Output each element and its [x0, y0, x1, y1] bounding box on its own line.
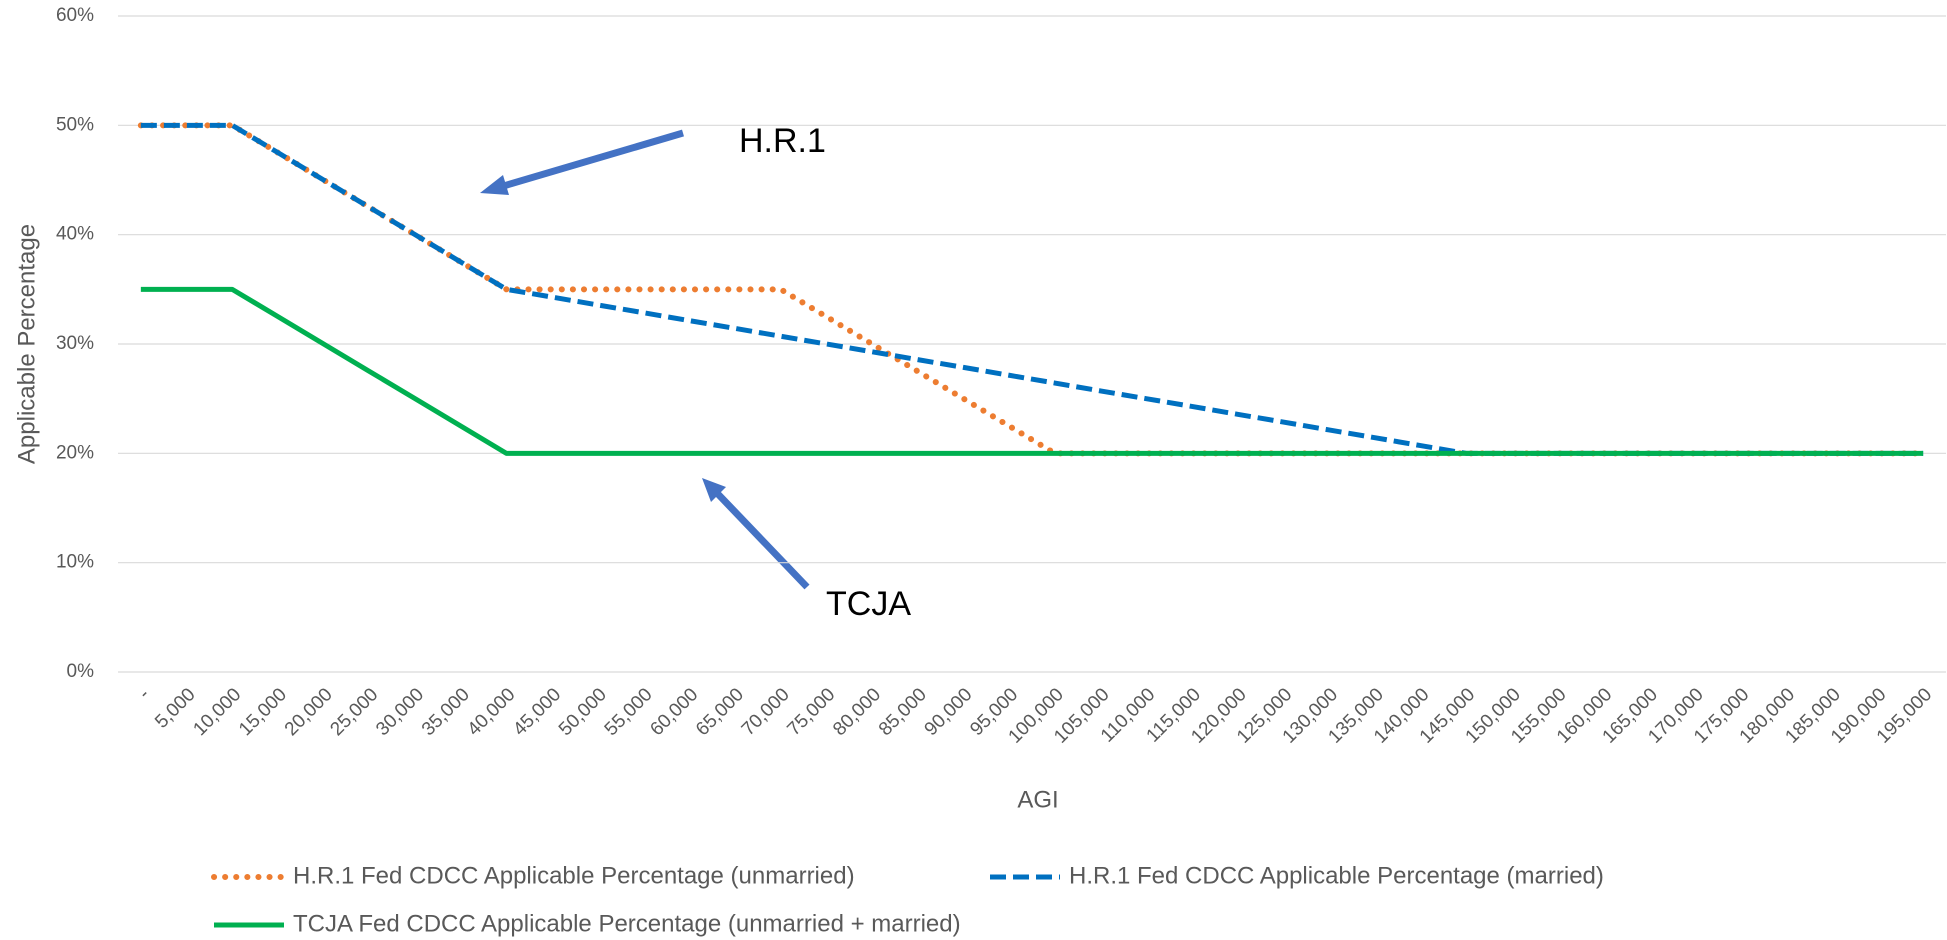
x-tick-label: 20,000 [281, 684, 337, 740]
y-tick-label: 0% [67, 661, 95, 682]
x-tick-label: 60,000 [646, 684, 702, 740]
x-tick-label: 50,000 [555, 684, 611, 740]
x-tick-label: 65,000 [692, 684, 748, 740]
x-tick-label: 45,000 [509, 684, 565, 740]
x-axis-title: AGI [1017, 786, 1058, 813]
x-tick-label: 75,000 [783, 684, 839, 740]
annotation: TCJA [826, 585, 911, 623]
annotation: H.R.1 [739, 122, 826, 160]
annotation-arrowhead [702, 478, 726, 502]
legend-label: H.R.1 Fed CDCC Applicable Percentage (ma… [1069, 862, 1604, 889]
legend-label: H.R.1 Fed CDCC Applicable Percentage (un… [293, 862, 855, 889]
series-line [140, 122, 1924, 456]
x-tick-label: 30,000 [372, 684, 428, 740]
annotation-arrow [714, 490, 810, 590]
x-tick-label: - [135, 684, 154, 703]
annotation-arrowhead [480, 175, 509, 195]
y-tick-label: 10% [56, 552, 94, 573]
legend-label: TCJA Fed CDCC Applicable Percentage (unm… [293, 910, 961, 937]
x-tick-label: 10,000 [189, 684, 245, 740]
annotation-arrow [499, 129, 684, 191]
x-tick-label: 55,000 [601, 684, 657, 740]
x-tick-label: 90,000 [921, 684, 977, 740]
y-tick-label: 20% [56, 442, 94, 463]
x-tick-label: 80,000 [829, 684, 885, 740]
x-tick-label: 15,000 [235, 684, 291, 740]
y-tick-label: 40% [56, 224, 94, 245]
y-axis-title: Applicable Percentage [13, 224, 40, 464]
series-line [140, 286, 1924, 456]
x-tick-label: 25,000 [326, 684, 382, 740]
y-tick-label: 60% [56, 5, 94, 26]
series-line [137, 122, 1927, 457]
y-tick-label: 30% [56, 333, 94, 354]
x-tick-label: 70,000 [738, 684, 794, 740]
y-tick-label: 50% [56, 114, 94, 135]
x-tick-label: 35,000 [418, 684, 474, 740]
x-tick-label: 40,000 [464, 684, 520, 740]
x-tick-label: 85,000 [875, 684, 931, 740]
